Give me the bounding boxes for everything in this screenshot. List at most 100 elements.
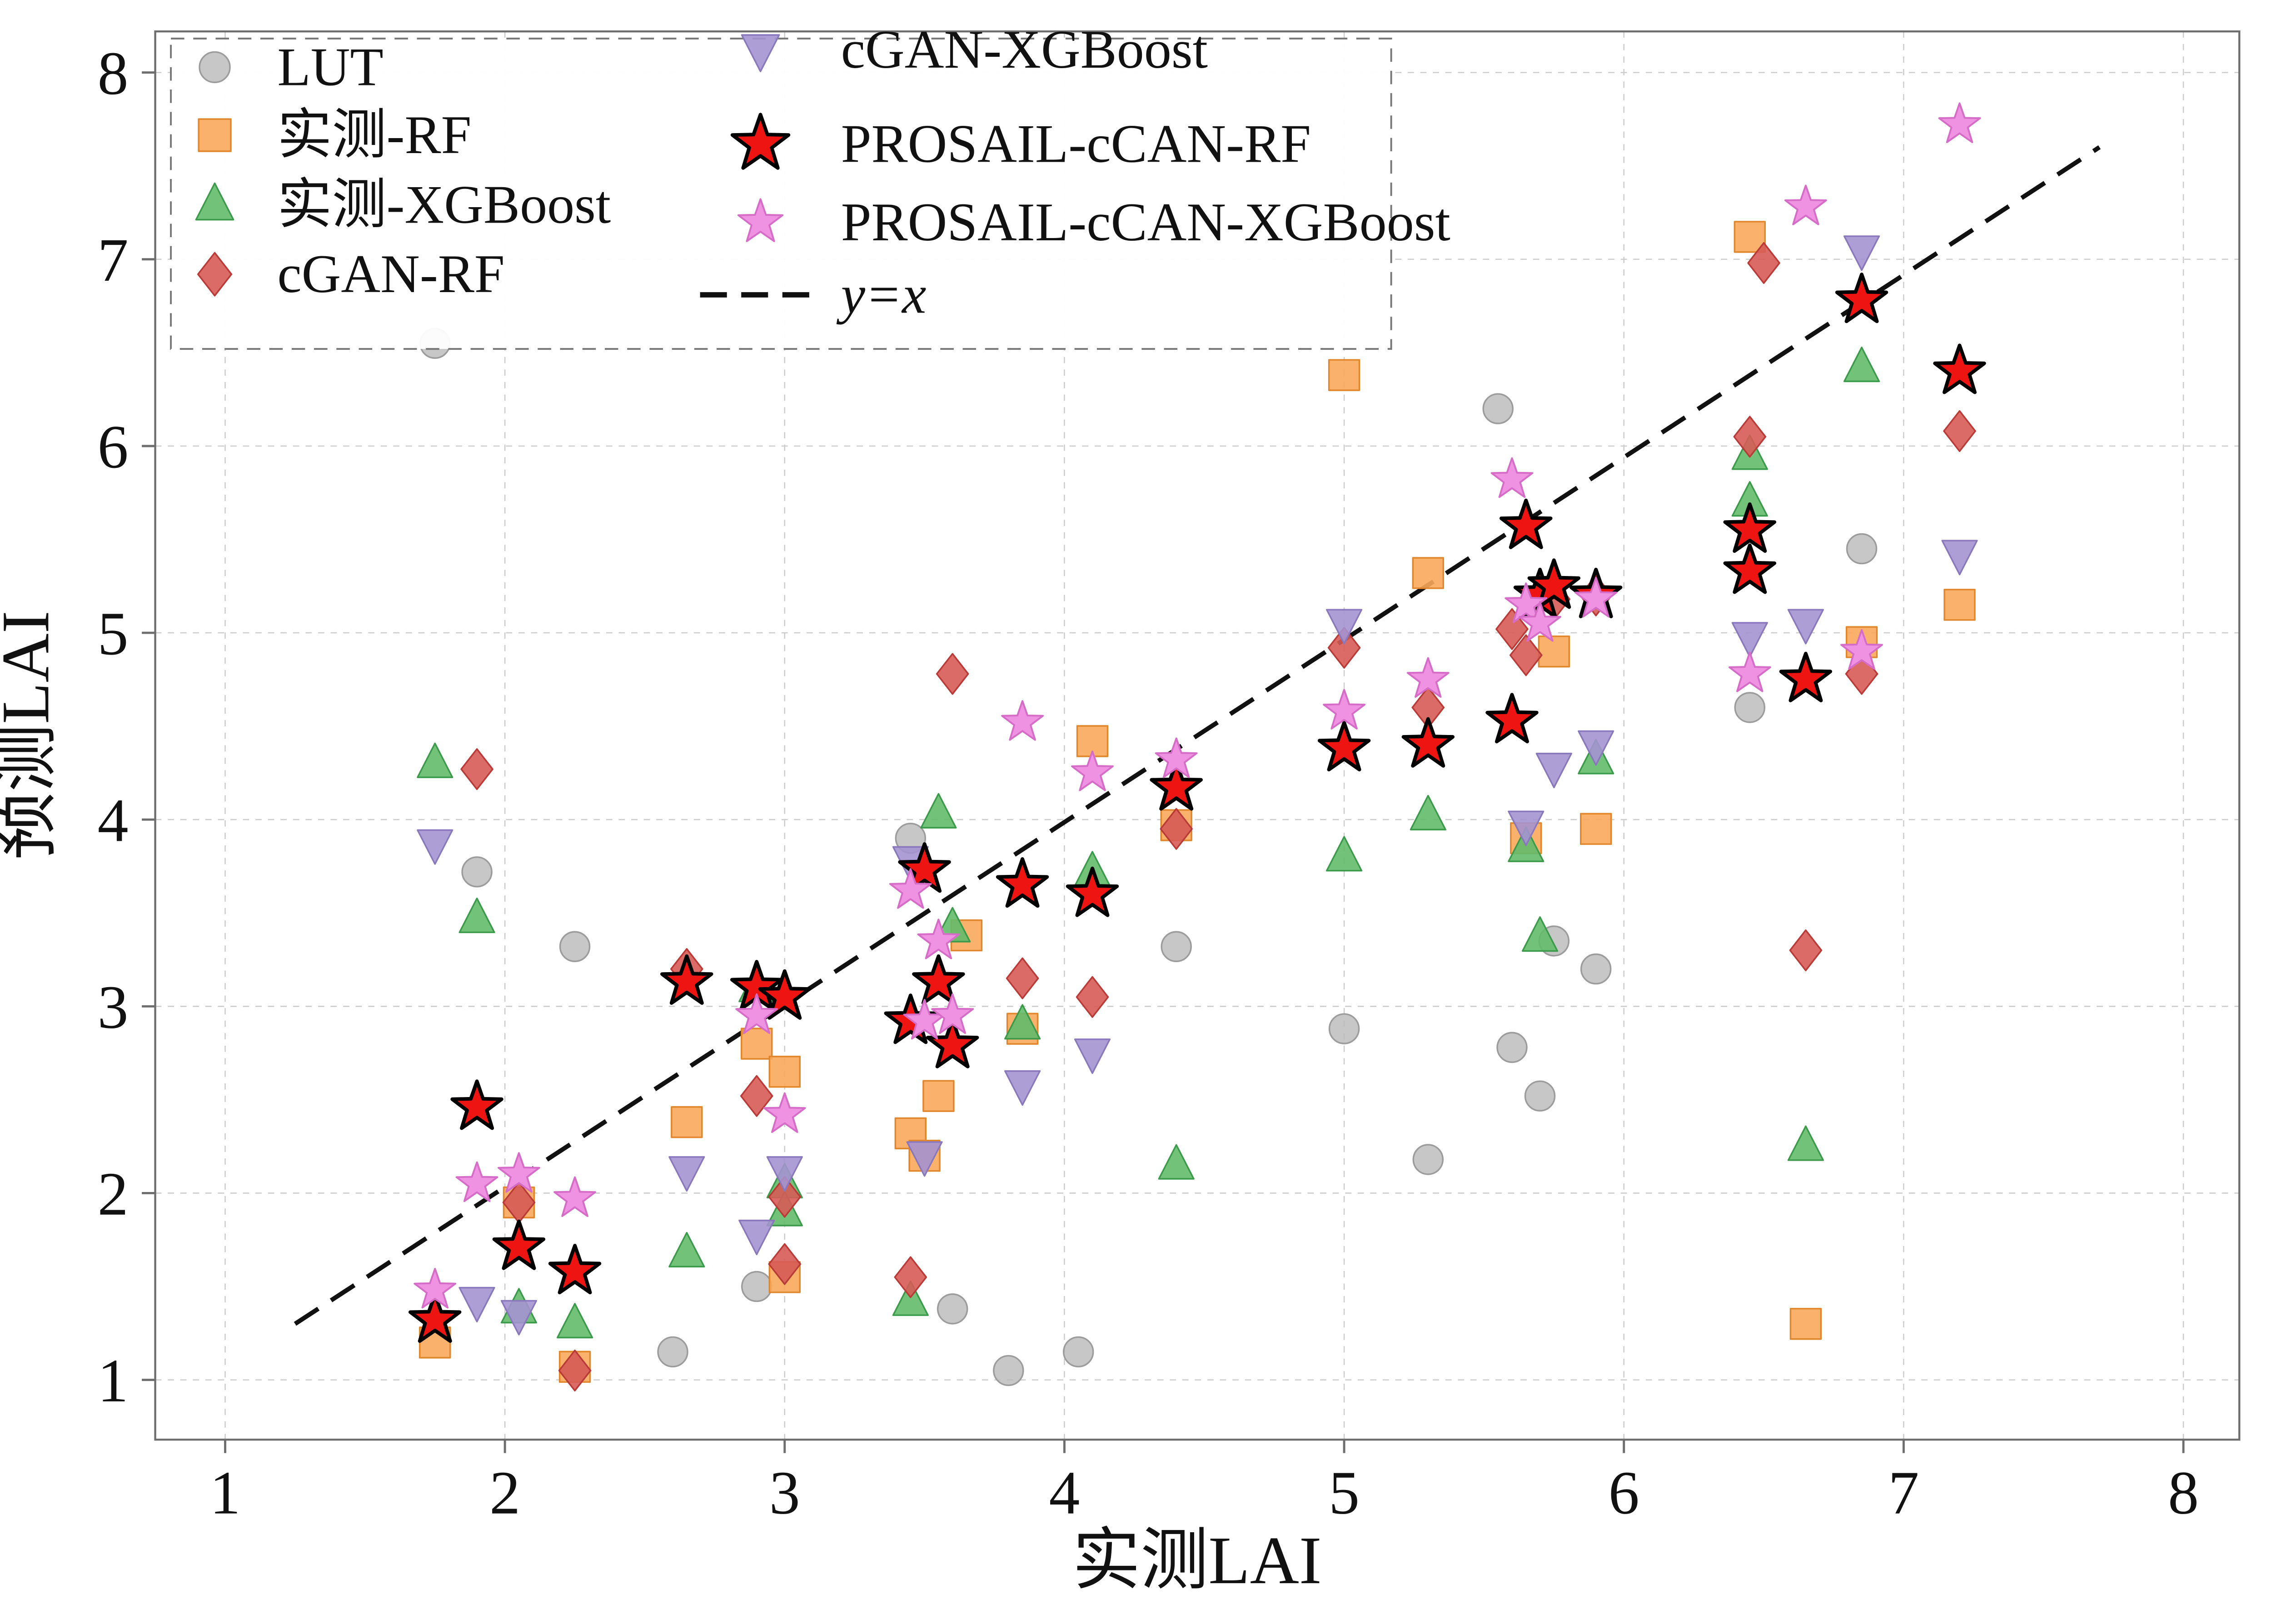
data-point [768,1243,802,1285]
data-point [1538,635,1570,668]
data-point [1846,533,1878,565]
data-point [1943,589,1976,621]
legend-marker [198,118,232,152]
data-point [758,969,811,1020]
series-cGAN-XGBoost [417,235,1978,1336]
data-point [1328,1013,1360,1044]
y-tick-label: 3 [98,973,129,1042]
x-tick-label: 8 [2168,1459,2199,1527]
data-point [1943,410,1976,452]
data-point [500,1300,538,1336]
data-point [559,931,591,962]
y-tick-label: 8 [98,40,129,108]
data-point [414,1268,457,1309]
data-point [741,1028,773,1060]
axes-frame [142,30,2241,1453]
legend-marker [195,182,234,221]
data-point [1066,866,1119,917]
data-point [553,1176,596,1217]
x-tick-label: 4 [1049,1459,1080,1527]
data-point [937,1293,968,1325]
data-point [408,1292,462,1343]
data-point [1731,622,1768,658]
data-point [1495,608,1529,650]
data-point [922,1080,955,1112]
data-point [1747,242,1780,284]
data-point [1843,235,1880,271]
data-point [892,1280,929,1316]
series-实测-XGBoost [417,347,1880,1339]
identity-line [294,145,2101,1326]
legend-label: 实测-RF [277,104,471,165]
data-point [1410,795,1446,830]
data-point [492,1219,546,1270]
data-point [1787,609,1824,645]
y-tick-label: 5 [98,600,129,668]
data-point [1327,626,1361,669]
data-point [1412,1144,1444,1175]
data-point [417,829,453,865]
data-point [766,1156,803,1192]
data-point [1733,416,1767,458]
legend-marker [199,51,231,84]
data-point [1579,813,1612,845]
data-point [1734,692,1765,723]
data-point [738,1219,775,1256]
data-point [1840,629,1883,670]
data-point [768,1176,802,1218]
data-point [657,1336,688,1368]
data-point [768,1056,801,1088]
x-tick-label: 3 [769,1459,800,1527]
data-point [668,1156,705,1192]
legend-marker [730,113,791,170]
x-tick-label: 7 [1888,1459,1919,1527]
data-point [993,1355,1024,1386]
identity-line-path [294,145,2101,1326]
data-point [906,1141,943,1177]
data-point [1160,808,1193,850]
data-point [920,793,957,829]
data-point [1499,498,1553,549]
tick-labels: 1 2 3 4 5 6 7 8 1 2 3 4 5 6 7 8 [98,40,2199,1527]
x-tick-label: 1 [210,1459,241,1527]
legend-marker [737,198,784,242]
data-point [1527,558,1581,609]
data-point [1524,1080,1556,1112]
data-point [1401,717,1455,768]
y-tick-label: 7 [98,226,129,294]
data-point [1406,657,1450,698]
data-point [740,1075,773,1117]
y-tick-label: 6 [98,413,129,481]
data-point [1155,737,1198,778]
data-point [1509,634,1543,676]
legend-box [170,37,1392,350]
legend-marker [741,34,780,72]
data-point [1789,1308,1822,1340]
x-tick-label: 6 [1609,1459,1639,1527]
data-point [1521,916,1559,952]
data-point [497,1152,540,1193]
data-point [1076,976,1109,1018]
y-tick-label: 1 [98,1347,129,1415]
data-point [1150,760,1203,811]
data-point [1578,730,1614,766]
data-point [1580,953,1612,985]
data-point [741,1271,772,1302]
data-point [1723,502,1777,553]
data-point [926,1018,979,1068]
data-point [1508,810,1545,846]
data-point [1784,184,1827,225]
data-point [898,842,951,893]
data-point [1728,651,1771,692]
data-point [936,653,969,695]
plot-border [154,30,2241,1441]
data-point [1412,557,1444,589]
legend-label: y=x [836,264,927,324]
data-point [889,868,932,909]
data-point [763,1092,806,1133]
data-point [660,954,713,1005]
data-point [1317,720,1371,772]
legend-label: LUT [277,36,383,97]
data-point [912,954,965,1005]
data-point [671,1106,703,1138]
